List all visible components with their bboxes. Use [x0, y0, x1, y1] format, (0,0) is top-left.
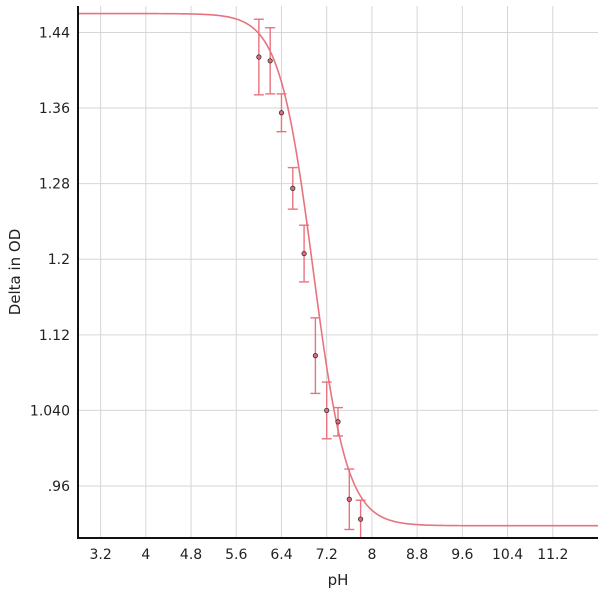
y-tick-label: 1.44 [39, 25, 70, 41]
x-tick-label: 6.4 [270, 547, 292, 563]
data-point [358, 516, 364, 522]
x-tick-label: 9.6 [451, 547, 473, 563]
y-tick-label: 1.12 [39, 328, 70, 344]
x-tick-label: 4.8 [180, 547, 202, 563]
x-tick-label: 8.8 [406, 547, 428, 563]
y-tick-label: .96 [48, 479, 70, 495]
errorbar-layer [253, 18, 366, 539]
fit-curve [78, 12, 598, 527]
x-tick-label: 3.2 [89, 547, 111, 563]
data-point [256, 54, 262, 60]
x-axis-title: pH [328, 571, 349, 589]
y-axis-title: Delta in OD [6, 229, 24, 316]
data-point [335, 419, 341, 425]
x-tick-label: 5.6 [225, 547, 247, 563]
tick-label-layer: 3.2 4 4.8 5.6 6.4 7.2 8 8.8 9.6 10.4 11.2 .96 1.040 1… [30, 25, 568, 563]
y-tick-label: 1.36 [39, 101, 70, 117]
data-point [278, 110, 285, 116]
x-tick-label: 10.4 [492, 547, 523, 563]
fit-layer [78, 12, 598, 527]
data-point [346, 496, 352, 502]
grid-layer [78, 6, 598, 538]
x-tick-label: 8 [367, 547, 376, 563]
x-tick-label: 7.2 [316, 547, 338, 563]
data-point [301, 250, 307, 257]
y-tick-label: 1.2 [48, 252, 70, 268]
data-point [290, 185, 296, 191]
x-tick-label: 11.2 [537, 547, 568, 563]
data-point [267, 58, 273, 64]
x-tick-label: 4 [141, 547, 150, 563]
axis-layer [77, 6, 598, 539]
data-point [324, 407, 330, 414]
y-tick-label: 1.040 [30, 403, 70, 419]
y-tick-label: 1.28 [39, 177, 70, 193]
data-point [312, 353, 318, 359]
point-layer [256, 54, 364, 522]
